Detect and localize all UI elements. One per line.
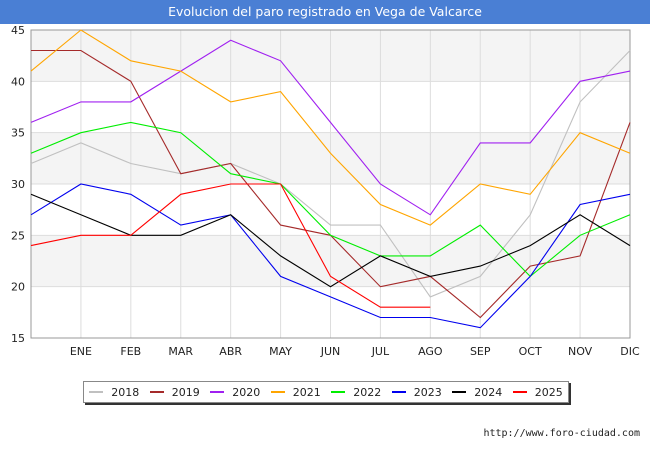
legend-label: 2018 bbox=[111, 385, 140, 399]
legend-label: 2021 bbox=[292, 385, 321, 399]
legend-item-2019: 2019 bbox=[149, 385, 200, 399]
legend-label: 2024 bbox=[474, 385, 503, 399]
y-tick-label: 30 bbox=[11, 178, 25, 191]
series-line-2021 bbox=[30, 29, 631, 226]
x-tick-label: AGO bbox=[418, 345, 443, 358]
x-tick-label: JUN bbox=[320, 345, 341, 358]
legend-label: 2019 bbox=[171, 385, 200, 399]
legend-swatch bbox=[210, 391, 225, 393]
x-tick-label: DIC bbox=[620, 345, 640, 358]
chart-title: Evolucion del paro registrado en Vega de… bbox=[0, 0, 650, 24]
x-tick-label: OCT bbox=[519, 345, 542, 358]
legend-swatch bbox=[512, 391, 527, 393]
x-tick-label: MAY bbox=[269, 345, 292, 358]
legend-item-2024: 2024 bbox=[452, 386, 502, 399]
legend-item-2022: 2022 bbox=[331, 386, 381, 399]
y-tick-label: 45 bbox=[11, 24, 25, 37]
x-tick-label: SEP bbox=[470, 345, 491, 358]
plot-frame bbox=[30, 29, 631, 339]
series-line-2018 bbox=[30, 50, 631, 298]
series-line-2020 bbox=[30, 39, 631, 216]
legend: 2018 2019 2020 2021 2022 2023 2024 2025 bbox=[83, 381, 569, 403]
source-url[interactable]: http://www.foro-ciudad.com bbox=[483, 428, 640, 439]
y-tick-label: 25 bbox=[11, 229, 25, 242]
legend-label: 2020 bbox=[232, 385, 261, 399]
x-tick-label: ENE bbox=[70, 345, 92, 358]
legend-item-2021: 2021 bbox=[270, 385, 321, 399]
legend-item-2020: 2020 bbox=[210, 386, 260, 399]
legend-item-2025: 2025 bbox=[512, 385, 563, 399]
legend-swatch bbox=[149, 391, 164, 393]
series-line-2023 bbox=[30, 183, 631, 329]
x-tick-label: NOV bbox=[568, 345, 593, 358]
x-tick-label: JUL bbox=[371, 345, 390, 358]
x-tick-label: ABR bbox=[219, 345, 242, 358]
legend-swatch bbox=[331, 391, 346, 393]
y-tick-label: 35 bbox=[11, 127, 25, 140]
legend-swatch bbox=[452, 391, 467, 393]
series-line-2025 bbox=[30, 183, 431, 308]
legend-label: 2023 bbox=[413, 385, 442, 399]
legend-swatch bbox=[89, 391, 104, 393]
legend-label: 2025 bbox=[534, 385, 563, 399]
y-tick-label: 40 bbox=[11, 75, 25, 88]
legend-item-2023: 2023 bbox=[391, 385, 442, 399]
y-tick-label: 15 bbox=[11, 332, 25, 345]
legend-item-2018: 2018 bbox=[89, 386, 139, 399]
legend-swatch bbox=[270, 391, 285, 393]
legend-label: 2022 bbox=[353, 385, 382, 399]
y-tick-label: 20 bbox=[11, 281, 25, 294]
x-tick-label: FEB bbox=[120, 345, 141, 358]
legend-swatch bbox=[391, 391, 406, 393]
x-tick-label: MAR bbox=[168, 345, 193, 358]
